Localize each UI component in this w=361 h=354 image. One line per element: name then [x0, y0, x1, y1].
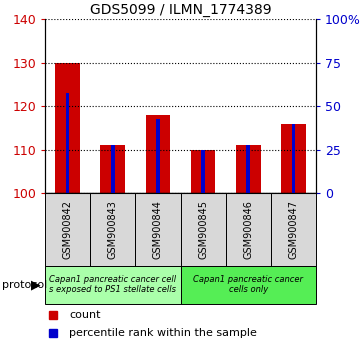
Bar: [180, 193, 226, 266]
Bar: [45, 193, 90, 266]
Bar: [180, 266, 316, 304]
Text: count: count: [70, 310, 101, 320]
Bar: [90, 193, 135, 266]
Bar: [281, 124, 306, 193]
Text: GSM900845: GSM900845: [198, 200, 208, 259]
Bar: [111, 145, 115, 193]
Bar: [135, 193, 180, 266]
Text: Capan1 pancreatic cancer
cells only: Capan1 pancreatic cancer cells only: [193, 275, 303, 294]
Text: GSM900843: GSM900843: [108, 200, 118, 259]
Bar: [66, 93, 69, 193]
Text: GSM900842: GSM900842: [63, 200, 73, 259]
Text: protocol: protocol: [2, 280, 47, 290]
Bar: [292, 124, 295, 193]
Bar: [201, 150, 205, 193]
Bar: [236, 145, 261, 193]
Title: GDS5099 / ILMN_1774389: GDS5099 / ILMN_1774389: [90, 3, 271, 17]
Text: GSM900846: GSM900846: [243, 200, 253, 259]
Bar: [271, 193, 316, 266]
Text: Capan1 pancreatic cancer cell
s exposed to PS1 stellate cells: Capan1 pancreatic cancer cell s exposed …: [49, 275, 177, 294]
Bar: [246, 145, 250, 193]
Bar: [191, 150, 216, 193]
Text: ▶: ▶: [31, 278, 41, 291]
Text: GSM900844: GSM900844: [153, 200, 163, 259]
Bar: [100, 145, 125, 193]
Bar: [145, 115, 170, 193]
Bar: [226, 193, 271, 266]
Text: percentile rank within the sample: percentile rank within the sample: [70, 328, 257, 338]
Text: GSM900847: GSM900847: [288, 200, 298, 259]
Bar: [55, 63, 80, 193]
Bar: [156, 119, 160, 193]
Bar: [45, 266, 180, 304]
